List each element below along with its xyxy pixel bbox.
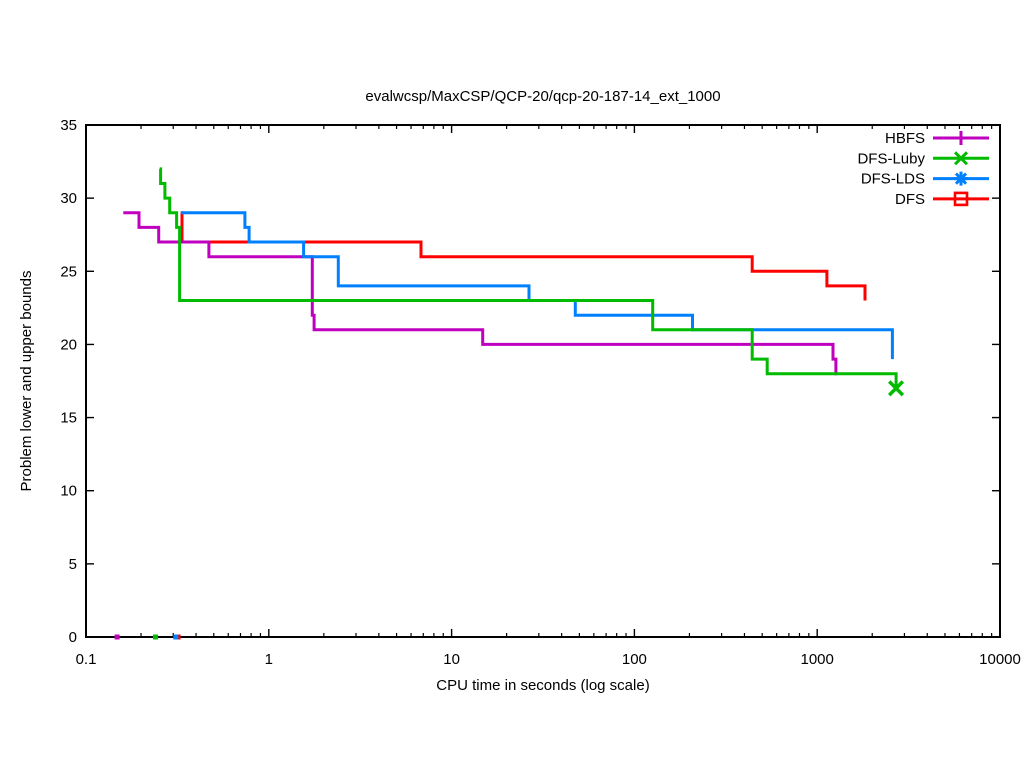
series-line-dfs [180,211,867,301]
x-axis-label: CPU time in seconds (log scale) [436,677,649,694]
x-tick-label: 1 [265,651,273,668]
legend-label-dfs-luby: DFS-Luby [857,150,925,167]
y-tick-label: 10 [60,483,77,500]
y-tick-label: 25 [60,263,77,280]
y-tick-label: 5 [69,556,77,573]
y-tick-label: 15 [60,410,77,427]
end-marker-dfs-luby [888,380,905,397]
chart-title: evalwcsp/MaxCSP/QCP-20/qcp-20-187-14_ext… [365,88,720,105]
series-line-dfs-lds [180,211,894,360]
start-marker-dfs-lds [173,634,179,640]
legend-label-dfs-lds: DFS-LDS [861,171,925,188]
x-tick-label: 0.1 [76,651,97,668]
y-axis-label: Problem lower and upper bounds [18,271,35,492]
series-line-hbfs [123,211,838,376]
series-line-dfs-luby [159,167,898,389]
legend-marker-dfs [953,191,969,207]
plot-area: 0.1 1 10 100 1000 10000 0 5 10 15 20 25 30 35 HBFS DFS-… [60,117,1021,668]
legend-marker-dfs-luby [953,151,969,166]
legend-marker-hbfs [954,131,968,145]
x-tick-label: 10000 [979,651,1021,668]
y-tick-label: 20 [60,336,77,353]
x-tick-label: 100 [622,651,647,668]
plot-border [85,124,1001,638]
x-tick-label: 10 [443,651,460,668]
y-tick-label: 30 [60,190,77,207]
y-tick-label: 35 [60,117,77,134]
legend-label-hbfs: HBFS [885,130,925,147]
legend-marker-dfs-lds [954,171,968,186]
start-marker-dfs-luby [153,634,159,640]
start-marker-hbfs [114,634,120,640]
x-tick-label: 1000 [801,651,834,668]
legend-label-dfs: DFS [895,191,925,208]
y-tick-label: 0 [69,629,77,646]
